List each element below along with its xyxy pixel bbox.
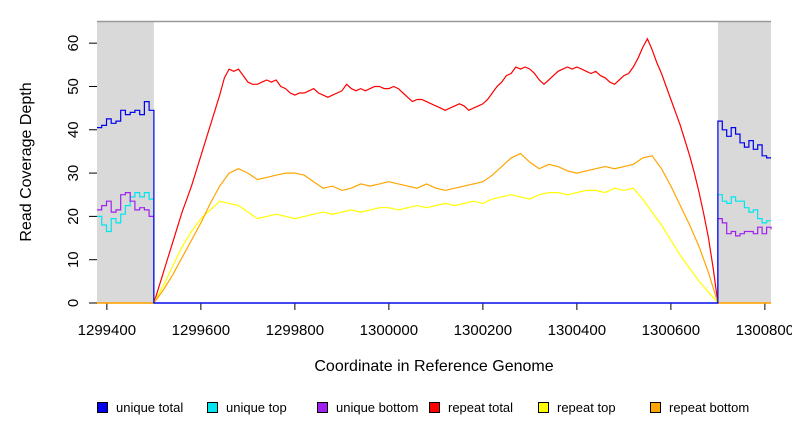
legend-item-repeat-bottom: repeat bottom (650, 399, 749, 415)
y-tick-label: 60 (65, 35, 82, 52)
y-tick-label: 0 (65, 299, 82, 307)
legend: unique total unique top unique bottom re… (0, 399, 792, 419)
x-tick-label: 1300200 (454, 322, 512, 339)
unique-total-swatch-icon (97, 401, 108, 413)
series-unique-bottom (97, 192, 772, 304)
plot-area: 1299400 1299600 1299800 1300000 1300200 13004… (65, 20, 792, 339)
unique-bottom-swatch-icon (317, 401, 328, 413)
series-repeat-bottom (97, 152, 771, 304)
shaded-region (97, 21, 154, 303)
repeat-bottom-swatch-icon (650, 401, 661, 413)
x-axis-title: Coordinate in Reference Genome (314, 358, 553, 375)
y-axis-title: Read Coverage Depth (18, 82, 35, 241)
legend-label: repeat top (557, 399, 616, 415)
y-tick-label: 30 (65, 165, 82, 182)
legend-label: unique top (226, 399, 287, 415)
legend-item-unique-bottom: unique bottom (317, 399, 418, 415)
legend-item-unique-top: unique top (207, 399, 287, 415)
x-tick-label: 1300600 (642, 322, 700, 339)
legend-item-repeat-total: repeat total (429, 399, 513, 415)
x-tick-label: 1300800 (736, 322, 792, 339)
shaded-region (717, 21, 771, 303)
legend-label: unique bottom (336, 399, 419, 415)
y-tick-label: 50 (65, 78, 82, 95)
legend-label: repeat total (448, 399, 514, 415)
repeat-top-swatch-icon (538, 401, 549, 413)
series-unique-total (97, 101, 771, 304)
y-tick-label: 40 (65, 121, 82, 138)
y-tick-label: 10 (65, 251, 82, 268)
x-tick-label: 1300400 (548, 322, 606, 339)
series-unique-top (97, 192, 771, 304)
y-tick-label: 20 (65, 208, 82, 225)
series-repeat-total (97, 37, 771, 304)
legend-label: repeat bottom (669, 399, 750, 415)
unique-top-swatch-icon (207, 401, 218, 413)
x-tick-label: 1299400 (78, 322, 136, 339)
repeat-total-swatch-icon (429, 401, 440, 413)
legend-item-unique-total: unique total (97, 399, 183, 415)
legend-label: unique total (116, 399, 184, 415)
x-tick-label: 1299600 (172, 322, 230, 339)
legend-item-repeat-top: repeat top (538, 399, 616, 415)
series-repeat-top (97, 187, 771, 304)
x-tick-label: 1300000 (360, 322, 418, 339)
x-tick-label: 1299800 (266, 322, 324, 339)
